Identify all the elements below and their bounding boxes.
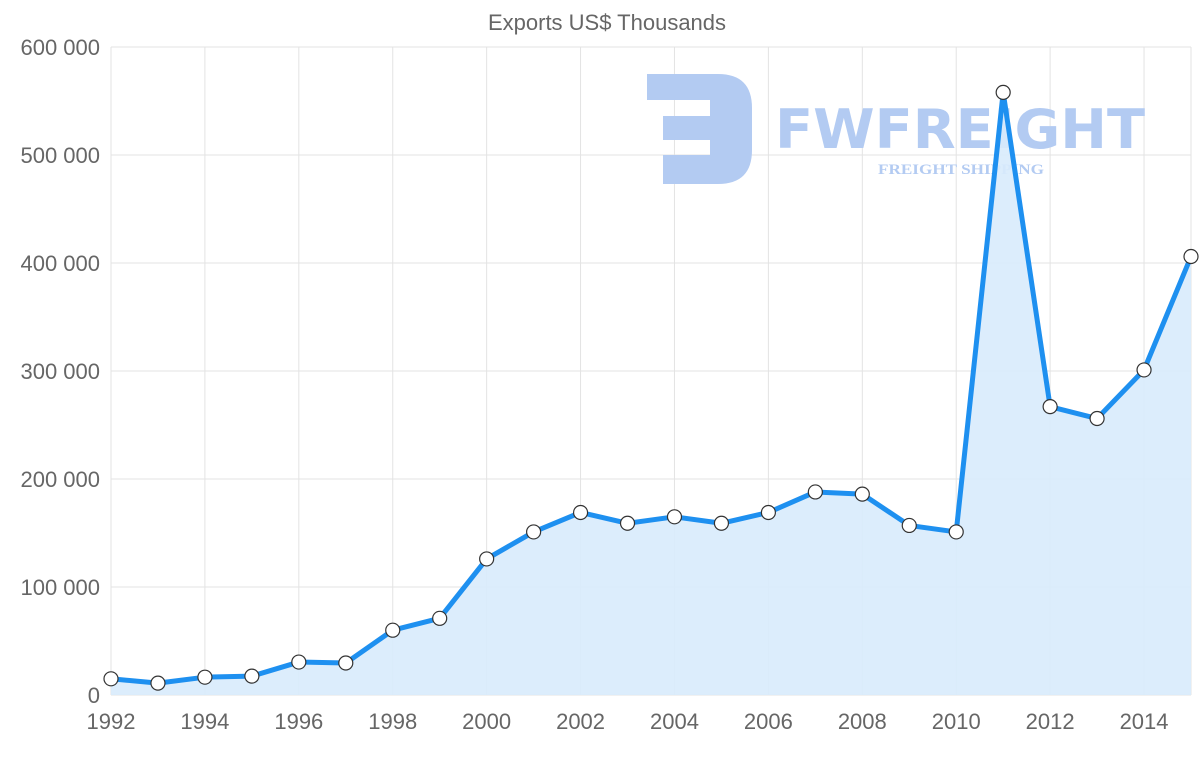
data-point [197, 669, 213, 685]
y-tick-label: 200 000 [20, 467, 100, 492]
data-point [948, 524, 964, 540]
x-tick-label: 1996 [274, 709, 323, 734]
data-point [526, 524, 542, 540]
data-point [1136, 362, 1152, 378]
data-point [995, 84, 1011, 100]
data-point [901, 517, 917, 534]
x-tick-label: 2010 [932, 709, 981, 734]
watermark-brand: FWFREIGHT [775, 98, 1145, 161]
x-tick-label: 2004 [650, 709, 699, 734]
x-tick-label: 2008 [838, 709, 887, 734]
y-tick-label: 300 000 [20, 359, 100, 384]
series-points [103, 84, 1199, 691]
x-tick-label: 2014 [1120, 709, 1169, 734]
area-fill [111, 92, 1191, 696]
x-tick-label: 1994 [180, 709, 229, 734]
data-point [666, 509, 683, 525]
data-point [103, 671, 119, 687]
y-tick-label: 0 [88, 683, 100, 708]
data-point [572, 504, 589, 521]
data-point [1089, 410, 1105, 427]
data-point [807, 484, 823, 500]
data-point [291, 654, 307, 670]
watermark-tagline: FREIGHT SHIPPING [878, 162, 1044, 178]
y-tick-label: 500 000 [20, 143, 100, 168]
data-point [619, 515, 636, 531]
y-axis-ticks: 0 100 000 200 000 300 000 400 000 500 000 600 … [20, 35, 100, 708]
series-line [110, 89, 1194, 686]
x-tick-label: 2012 [1026, 709, 1075, 734]
x-tick-label: 2000 [462, 709, 511, 734]
y-tick-label: 400 000 [20, 251, 100, 276]
data-point [1183, 248, 1199, 265]
data-point [713, 515, 730, 531]
y-tick-label: 100 000 [20, 575, 100, 600]
data-point [150, 675, 166, 691]
chart-title: Exports US$ Thousands [488, 10, 726, 35]
data-point [760, 504, 776, 521]
data-point [1042, 399, 1058, 415]
x-tick-label: 2006 [744, 709, 793, 734]
series-area [110, 89, 1194, 696]
data-point [338, 655, 354, 671]
data-point [479, 551, 495, 567]
x-axis-ticks: 1992 1994 1996 1998 2000 2002 2004 2006 2008 2010… [87, 709, 1169, 734]
x-tick-label: 1992 [87, 709, 136, 734]
x-tick-label: 2002 [556, 709, 605, 734]
fwfreight-watermark-logo: FWFREIGHT FREIGHT SHIPPING [647, 74, 1145, 184]
data-point [385, 622, 401, 638]
data-point [432, 610, 448, 626]
y-tick-label: 600 000 [20, 35, 100, 60]
logo-mark-icon [647, 74, 752, 184]
data-point [854, 486, 870, 502]
data-point [244, 668, 260, 684]
x-tick-label: 1998 [368, 709, 417, 734]
